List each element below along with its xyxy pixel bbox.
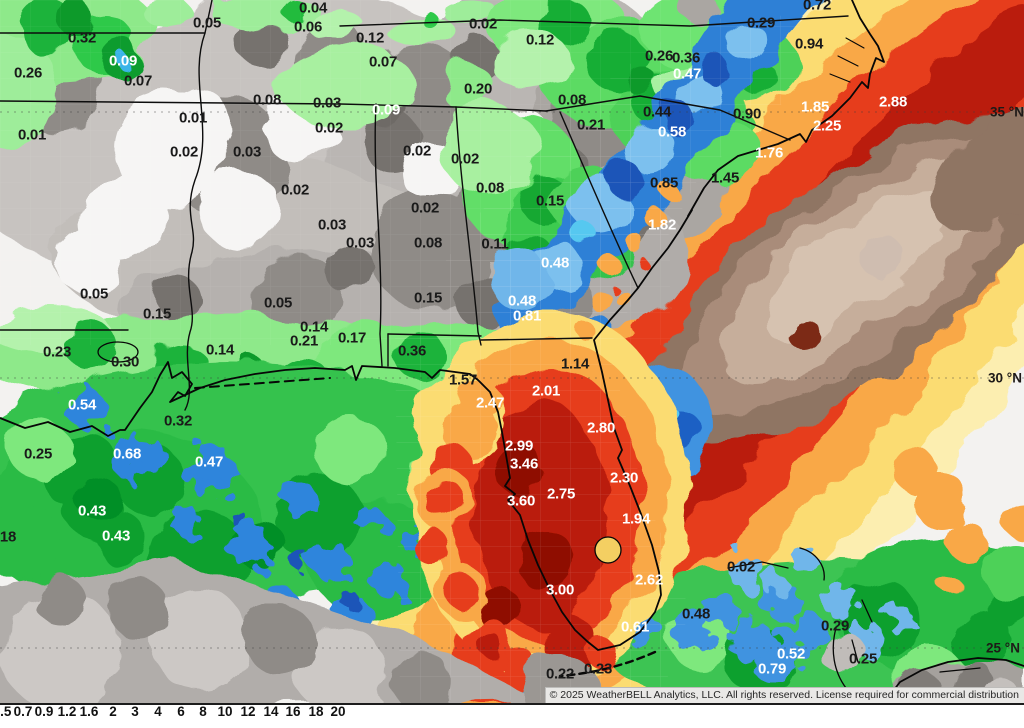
colorbar-tick: 1.6 (79, 704, 99, 719)
colorbar-tick: 0.9 (34, 704, 54, 719)
colorbar-tick: 10 (217, 704, 233, 719)
colorbar-tick: 8 (199, 704, 207, 719)
colorbar-tick: 2 (109, 704, 117, 719)
colorbar-tick: 20 (330, 704, 346, 719)
colorbar-tick: 4 (154, 704, 162, 719)
precip-map: 0.32 0.05 0.04 0.06 0.26 0.09 0.07 0.08 0.03 0.01… (0, 0, 1024, 703)
colorbar-tick: 12 (240, 704, 256, 719)
colorbar-tick: 3 (131, 704, 139, 719)
colorbar-tick: 0.7 (13, 704, 33, 719)
islands-and-lakes (97, 37, 981, 689)
colorbar-tick: 0.5 (0, 704, 12, 719)
colorbar-tick: 16 (285, 704, 301, 719)
state-borders (0, 0, 849, 411)
colorbar-tick: 1.2 (57, 704, 77, 719)
precip-field (0, 0, 1024, 703)
colorbar-tick: 18 (308, 704, 324, 719)
graticule-lines (0, 111, 1024, 649)
colorbar-tick: 6 (177, 704, 185, 719)
attribution-text: © 2025 WeatherBELL Analytics, LLC. All r… (549, 689, 1019, 701)
attribution-bar: © 2025 WeatherBELL Analytics, LLC. All r… (544, 687, 1024, 703)
colorbar-tick: 14 (263, 704, 279, 719)
coastline (0, 0, 1024, 703)
